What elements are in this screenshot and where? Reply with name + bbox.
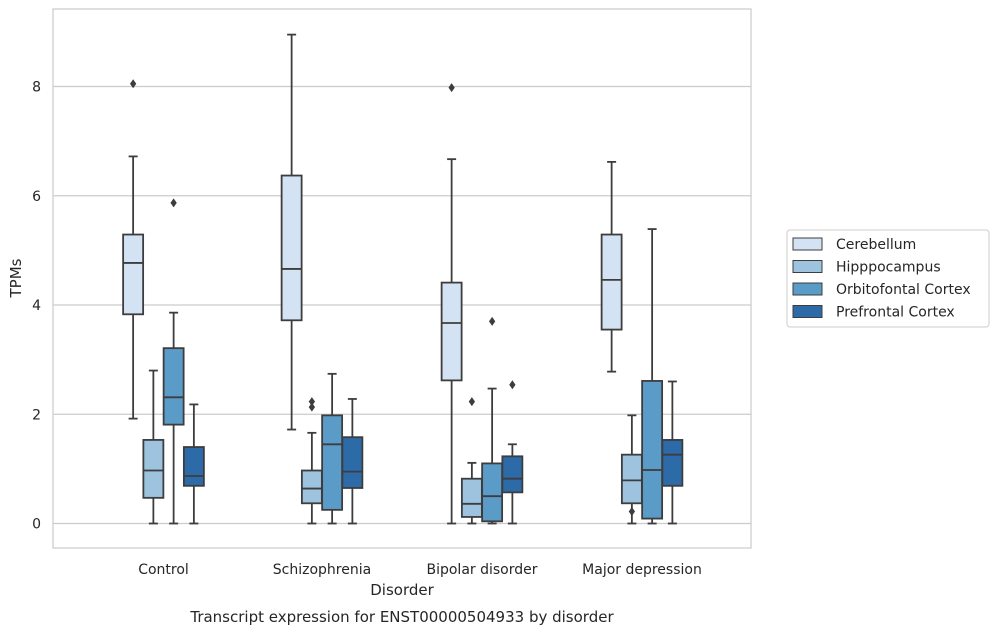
box-0-1 xyxy=(280,33,303,431)
outlier-point xyxy=(488,316,496,326)
box-0-3 xyxy=(600,160,623,373)
box-iqr xyxy=(460,477,483,518)
x-tick-labels: Control Schizophrenia Bipolar disorder Majo… xyxy=(138,562,702,578)
box-2-1 xyxy=(321,372,344,525)
legend-label-1: Hipppocampus xyxy=(836,260,941,276)
box-iqr xyxy=(600,233,623,331)
box-iqr xyxy=(182,446,205,487)
legend: Cerebellum Hipppocampus Orbitofontal Corte… xyxy=(786,229,990,328)
legend-swatch-3 xyxy=(792,305,823,318)
x-axis-label: Disorder xyxy=(370,581,434,599)
box-iqr xyxy=(280,174,303,322)
box-2-0 xyxy=(162,198,185,525)
y-tick-label-4: 4 xyxy=(32,298,41,314)
outlier-point xyxy=(628,506,636,516)
box-iqr xyxy=(440,281,463,382)
box-iqr xyxy=(300,469,323,505)
y-tick-labels: 0 2 4 6 8 xyxy=(32,80,41,533)
box-1-2 xyxy=(460,397,483,525)
box-2-3 xyxy=(641,228,664,525)
legend-swatch-2 xyxy=(792,282,823,296)
box-iqr xyxy=(142,439,165,499)
box-iqr xyxy=(641,380,664,520)
legend-frame xyxy=(786,229,990,328)
outlier-point xyxy=(468,397,476,407)
box-3-2 xyxy=(501,380,524,525)
y-tick-label-2: 2 xyxy=(32,407,41,423)
box-2-2 xyxy=(481,316,504,525)
box-iqr xyxy=(501,455,524,494)
box-1-1 xyxy=(300,397,323,525)
box-3-0 xyxy=(182,403,205,525)
box-iqr xyxy=(481,462,504,523)
legend-label-0: Cerebellum xyxy=(836,237,916,253)
chart-title: Transcript expression for ENST0000050493… xyxy=(189,608,614,626)
outlier-point xyxy=(308,402,316,412)
outlier-point xyxy=(308,397,316,407)
y-tick-label-6: 6 xyxy=(32,189,41,205)
box-0-0 xyxy=(122,79,145,420)
legend-label-2: Orbitofontal Cortex xyxy=(836,282,971,298)
box-iqr xyxy=(162,347,185,426)
y-tick-label-8: 8 xyxy=(32,80,41,96)
box-1-0 xyxy=(142,369,165,525)
box-0-2 xyxy=(440,83,463,525)
legend-label-3: Prefrontal Cortex xyxy=(836,305,955,321)
x-tick-label-0: Control xyxy=(138,562,189,578)
outlier-point xyxy=(448,83,455,93)
x-tick-label-2: Bipolar disorder xyxy=(426,562,537,578)
box-3-3 xyxy=(661,380,684,525)
y-tick-label-0: 0 xyxy=(32,517,41,533)
box-1-3 xyxy=(620,414,643,525)
box-iqr xyxy=(661,439,684,487)
box-iqr xyxy=(122,233,145,316)
outlier-point xyxy=(509,380,516,390)
x-tick-label-1: Schizophrenia xyxy=(273,562,371,578)
y-axis-label: TPMs xyxy=(7,258,25,298)
x-tick-label-3: Major depression xyxy=(582,562,702,578)
box-3-1 xyxy=(341,398,364,525)
outlier-point xyxy=(129,79,137,89)
box-iqr xyxy=(321,414,344,511)
boxes xyxy=(122,33,684,525)
box-iqr xyxy=(341,436,364,489)
plot-area-frame xyxy=(52,8,752,549)
outlier-point xyxy=(170,198,177,208)
legend-swatch-1 xyxy=(792,260,823,273)
legend-swatch-0 xyxy=(792,237,823,251)
box-iqr xyxy=(620,453,643,505)
